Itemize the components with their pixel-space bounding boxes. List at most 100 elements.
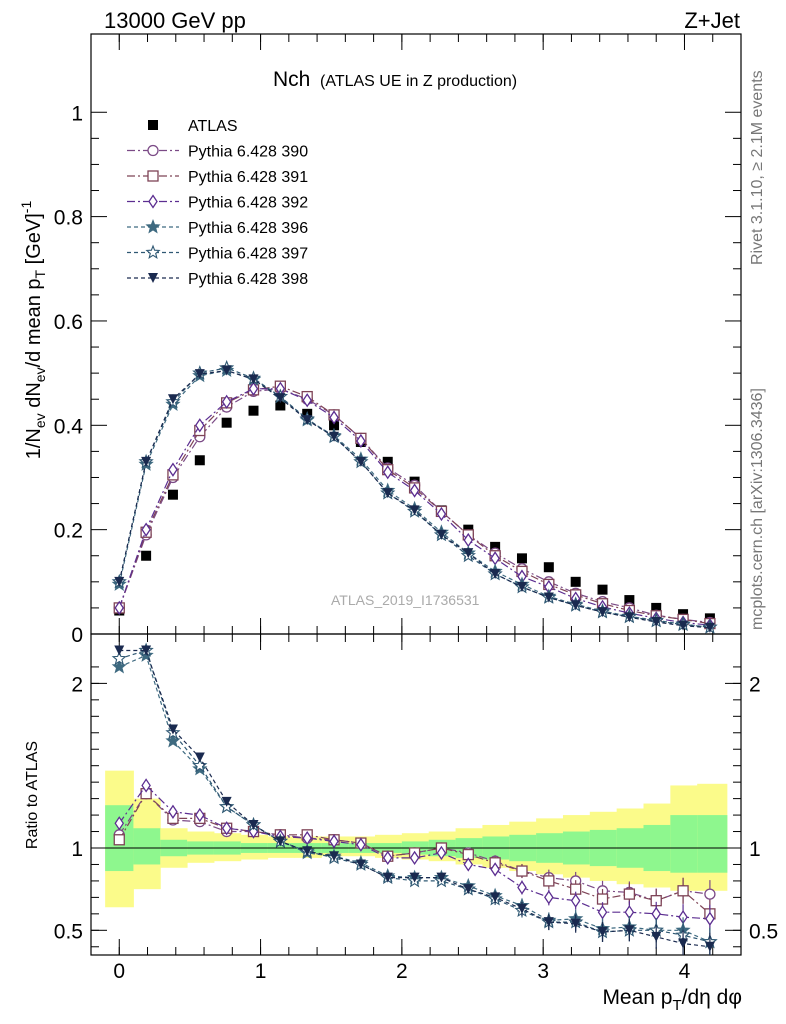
series-6-point [248, 374, 259, 385]
ratio-series-5-point [490, 892, 501, 903]
legend-label: Pythia 6.428 392 [188, 195, 308, 212]
ratio-series-5-point [302, 846, 313, 857]
ratio-series-5-point [543, 917, 554, 928]
series-0-point [516, 553, 527, 564]
series-3-line [118, 388, 710, 626]
ratio-series-5-point [409, 872, 420, 883]
series-0-point [221, 417, 232, 428]
ratio-y-tick-label-right: 1 [749, 838, 761, 861]
series-6-point [194, 369, 205, 380]
header-left: 13000 GeV pp [104, 8, 246, 33]
series-3-point [114, 600, 125, 616]
ratio-series-5-point [167, 724, 178, 735]
series-6-point [329, 431, 340, 442]
series-0-point [490, 541, 501, 552]
ratio-y-tick-label-right: 0.5 [749, 920, 778, 943]
legend-marker [147, 144, 159, 157]
ratio-series-4-line [119, 649, 711, 943]
series-3-point [141, 522, 151, 537]
ratio-series-5-point [194, 752, 205, 763]
ratio-series-2-line [118, 784, 710, 920]
series-6-point [167, 394, 178, 405]
ratio-series-5-point [114, 645, 125, 656]
ratio-series-2-point [463, 857, 474, 872]
legend-label: Pythia 6.428 390 [188, 144, 308, 161]
series-6-point [624, 612, 635, 623]
ratio-series-5-point [516, 903, 527, 914]
ratio-y-tick-label-right: 2 [749, 673, 761, 696]
ratio-series-2-point [356, 837, 366, 852]
main-y-tick-label: 0.6 [54, 311, 83, 334]
series-0-point [543, 562, 554, 573]
main-y-tick-label: 0 [71, 624, 83, 647]
series-0-point [382, 456, 393, 467]
ratio-series-2-point [490, 862, 500, 877]
ratio-frame [90, 633, 742, 956]
x-tick-label: 1 [255, 960, 267, 983]
ratio-series-0-point [704, 888, 716, 900]
legend-label: Pythia 6.428 391 [188, 169, 308, 186]
legend-marker [145, 244, 161, 260]
ratio-series-1-point [677, 885, 689, 897]
series-3-point [221, 394, 232, 409]
x-tick-label: 0 [113, 960, 125, 983]
ratio-series-2-point [168, 804, 178, 819]
series-6-point [436, 529, 447, 540]
series-4-line [118, 369, 710, 628]
side-label-mcplots: mcplots.cern.ch [arXiv:1306.3436] [749, 388, 766, 630]
series-6-point [651, 617, 662, 627]
ratio-series-3-line [119, 654, 711, 943]
series-0-point [275, 400, 286, 411]
ratio-y-axis-label: Ratio to ATLAS [24, 741, 41, 849]
plot-title-main: Nch [273, 68, 310, 91]
series-0-point [570, 576, 581, 587]
series-6-point [704, 622, 715, 633]
legend-marker [145, 218, 161, 234]
series-6-point [409, 505, 420, 516]
series-0-point [141, 550, 152, 561]
ratio-series-2-point [409, 850, 420, 866]
series-6-point [490, 569, 501, 579]
series-6-point [463, 548, 474, 559]
legend-label: ATLAS [188, 118, 238, 135]
ratio-series-2-point [195, 807, 205, 823]
series-6-line [118, 369, 710, 629]
series-0-point [248, 405, 259, 416]
ratio-series-5-point [221, 796, 232, 807]
ratio-series-2-point [436, 845, 447, 861]
series-2-line [118, 385, 710, 625]
ratio-y-tick-label: 0.5 [54, 920, 83, 943]
ratio-series-5-point [275, 836, 286, 847]
ratio-series-1-point [113, 834, 125, 846]
series-3-point [329, 410, 339, 425]
legend-label: Pythia 6.428 397 [188, 246, 308, 263]
plot-title-sub: (ATLAS UE in Z production) [320, 73, 517, 90]
series-0-point [624, 595, 635, 606]
ratio-series-5-line [119, 649, 710, 948]
ratio-series-5-point [651, 931, 662, 942]
ratio-series-2-point [221, 821, 232, 836]
legend-marker [147, 170, 159, 182]
series-6-point [678, 620, 689, 631]
ratio-series-1-point [543, 875, 555, 887]
series-5-line [118, 367, 710, 628]
series-3-point [168, 462, 178, 477]
main-series-layer [111, 359, 718, 634]
series-6-point [382, 488, 393, 499]
series-6-point [597, 607, 608, 618]
ratio-series-5-point [248, 819, 259, 830]
band-stat [670, 815, 698, 873]
main-y-tick-label: 0.4 [54, 415, 84, 438]
ratio-series-5-point [704, 941, 715, 952]
series-6-point [141, 456, 152, 467]
ratio-series-2-point [597, 905, 608, 920]
legend-marker [148, 194, 158, 209]
ratio-series-1-point [516, 865, 528, 877]
ratio-series-5-point [355, 859, 366, 870]
header-right: Z+Jet [684, 8, 740, 33]
series-6-point [221, 365, 232, 376]
x-axis-label: Mean pT/dη dφ [602, 986, 742, 1014]
ratio-series-5-point [436, 872, 447, 883]
ratio-series-5-point [141, 645, 152, 656]
